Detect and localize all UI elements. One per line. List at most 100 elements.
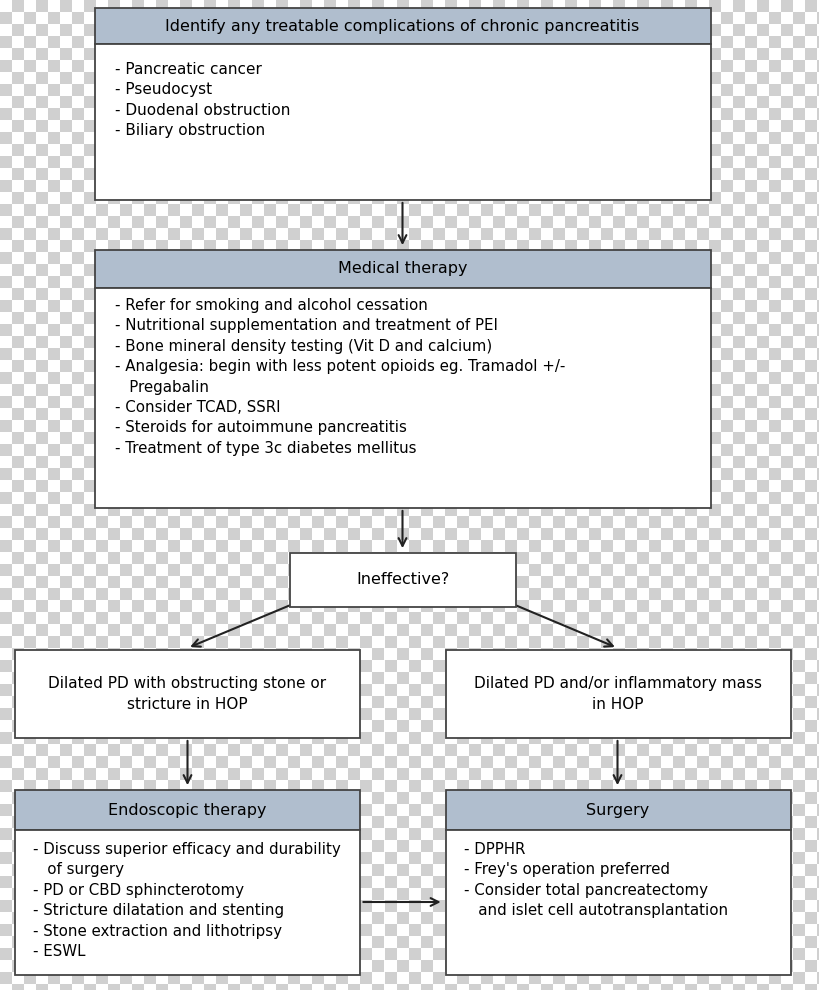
Bar bbox=[672, 192, 684, 204]
Bar bbox=[492, 60, 504, 72]
Bar bbox=[229, 0, 240, 12]
Bar bbox=[288, 600, 300, 612]
Bar bbox=[480, 48, 492, 60]
Bar bbox=[600, 840, 612, 852]
Bar bbox=[265, 36, 276, 48]
Bar bbox=[229, 60, 240, 72]
Bar bbox=[192, 924, 204, 936]
Bar bbox=[803, 324, 816, 336]
Bar bbox=[61, 108, 72, 120]
Bar bbox=[767, 120, 780, 132]
Bar bbox=[791, 552, 803, 564]
Bar bbox=[396, 924, 408, 936]
Bar bbox=[324, 264, 336, 276]
Bar bbox=[432, 468, 444, 480]
Bar bbox=[780, 36, 791, 48]
Bar bbox=[300, 888, 312, 900]
Bar bbox=[563, 456, 576, 468]
Bar bbox=[540, 792, 552, 804]
Bar bbox=[108, 588, 120, 600]
Bar bbox=[492, 216, 504, 228]
Bar bbox=[767, 588, 780, 600]
Bar bbox=[300, 648, 312, 660]
Bar bbox=[636, 168, 648, 180]
Bar bbox=[108, 708, 120, 720]
Bar bbox=[576, 792, 588, 804]
Bar bbox=[767, 744, 780, 756]
Bar bbox=[492, 432, 504, 444]
Bar bbox=[1, 0, 12, 12]
Bar bbox=[780, 816, 791, 828]
Bar bbox=[348, 720, 360, 732]
Bar bbox=[636, 552, 648, 564]
Bar bbox=[372, 660, 384, 672]
Bar bbox=[12, 876, 25, 888]
Bar bbox=[192, 696, 204, 708]
Bar bbox=[468, 228, 480, 240]
Bar bbox=[672, 300, 684, 312]
Bar bbox=[636, 576, 648, 588]
Bar bbox=[563, 408, 576, 420]
Bar bbox=[695, 324, 708, 336]
Bar bbox=[624, 72, 636, 84]
Bar bbox=[48, 768, 61, 780]
Bar bbox=[265, 744, 276, 756]
Bar bbox=[588, 264, 600, 276]
Bar bbox=[528, 708, 540, 720]
Bar bbox=[803, 120, 816, 132]
Bar bbox=[780, 588, 791, 600]
Bar bbox=[1, 312, 12, 324]
Bar bbox=[360, 228, 372, 240]
Bar bbox=[636, 372, 648, 384]
Bar bbox=[276, 780, 288, 792]
Bar bbox=[300, 828, 312, 840]
Bar bbox=[516, 180, 528, 192]
Bar bbox=[336, 132, 348, 144]
Bar bbox=[432, 144, 444, 156]
Bar bbox=[756, 360, 767, 372]
Bar bbox=[144, 420, 156, 432]
Bar bbox=[600, 84, 612, 96]
Bar bbox=[588, 660, 600, 672]
Bar bbox=[516, 456, 528, 468]
Bar bbox=[84, 36, 97, 48]
Bar bbox=[72, 360, 84, 372]
Bar bbox=[276, 960, 288, 972]
Bar bbox=[72, 240, 84, 252]
Bar bbox=[684, 708, 695, 720]
Bar bbox=[504, 600, 516, 612]
Bar bbox=[744, 264, 756, 276]
Bar bbox=[420, 132, 432, 144]
Bar bbox=[276, 120, 288, 132]
Bar bbox=[624, 804, 636, 816]
Bar bbox=[12, 408, 25, 420]
Bar bbox=[288, 588, 300, 600]
Bar bbox=[744, 840, 756, 852]
Bar bbox=[563, 696, 576, 708]
Bar bbox=[756, 552, 767, 564]
Bar bbox=[720, 744, 731, 756]
Bar bbox=[408, 216, 420, 228]
Bar bbox=[528, 480, 540, 492]
Bar bbox=[72, 276, 84, 288]
Bar bbox=[744, 24, 756, 36]
Bar bbox=[360, 60, 372, 72]
Bar bbox=[97, 888, 108, 900]
Bar bbox=[133, 456, 144, 468]
Bar bbox=[540, 60, 552, 72]
Bar bbox=[192, 264, 204, 276]
Bar bbox=[480, 84, 492, 96]
Bar bbox=[456, 684, 468, 696]
Bar bbox=[120, 432, 133, 444]
Bar bbox=[324, 744, 336, 756]
Bar bbox=[552, 348, 563, 360]
Bar bbox=[288, 72, 300, 84]
Bar bbox=[240, 24, 252, 36]
Bar bbox=[816, 984, 819, 990]
Bar bbox=[229, 924, 240, 936]
Bar bbox=[25, 732, 37, 744]
Bar bbox=[516, 132, 528, 144]
Bar bbox=[612, 96, 624, 108]
Bar bbox=[684, 564, 695, 576]
Bar bbox=[791, 696, 803, 708]
